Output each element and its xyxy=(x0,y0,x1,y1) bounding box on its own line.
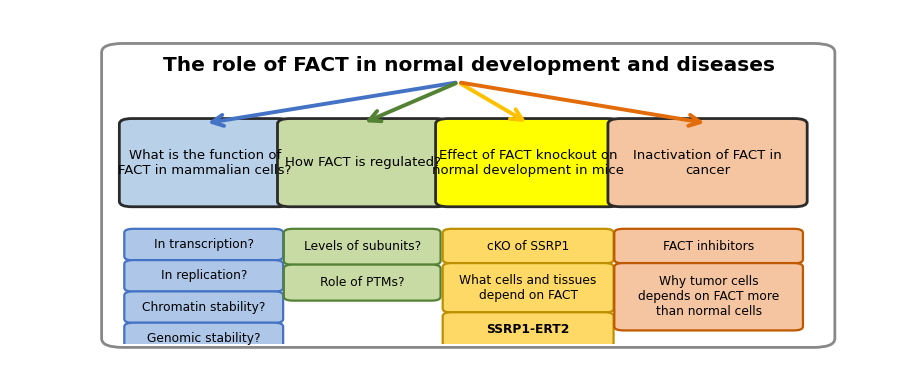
Text: Role of PTMs?: Role of PTMs? xyxy=(320,276,404,289)
Text: What cells and tissues
depend on FACT: What cells and tissues depend on FACT xyxy=(459,274,597,302)
Text: How FACT is regulated?: How FACT is regulated? xyxy=(285,156,441,169)
FancyBboxPatch shape xyxy=(124,323,283,354)
Text: Chromatin stability?: Chromatin stability? xyxy=(142,301,265,314)
Text: In transcription?: In transcription? xyxy=(154,238,253,251)
Text: cKO of SSRP1: cKO of SSRP1 xyxy=(487,240,569,253)
Text: SSRP1-ERT2: SSRP1-ERT2 xyxy=(487,323,570,336)
FancyBboxPatch shape xyxy=(277,118,448,207)
FancyBboxPatch shape xyxy=(443,229,614,264)
FancyBboxPatch shape xyxy=(436,118,620,207)
FancyBboxPatch shape xyxy=(614,229,803,264)
FancyBboxPatch shape xyxy=(443,312,614,347)
FancyBboxPatch shape xyxy=(124,229,283,260)
Text: Why tumor cells
depends on FACT more
than normal cells: Why tumor cells depends on FACT more tha… xyxy=(638,275,780,318)
FancyBboxPatch shape xyxy=(124,291,283,323)
FancyBboxPatch shape xyxy=(608,118,807,207)
Text: In replication?: In replication? xyxy=(160,269,247,283)
Text: Inactivation of FACT in
cancer: Inactivation of FACT in cancer xyxy=(633,149,782,176)
Text: FACT inhibitors: FACT inhibitors xyxy=(663,240,754,253)
FancyBboxPatch shape xyxy=(614,263,803,330)
FancyBboxPatch shape xyxy=(443,263,614,313)
Text: What is the function of
FACT in mammalian cells?: What is the function of FACT in mammalia… xyxy=(118,149,292,176)
FancyBboxPatch shape xyxy=(284,229,441,265)
FancyBboxPatch shape xyxy=(284,265,441,301)
FancyBboxPatch shape xyxy=(102,43,834,348)
Text: Levels of subunits?: Levels of subunits? xyxy=(304,240,421,253)
FancyBboxPatch shape xyxy=(124,260,283,292)
Text: Effect of FACT knockout on
normal development in mice: Effect of FACT knockout on normal develo… xyxy=(432,149,624,176)
FancyBboxPatch shape xyxy=(119,118,290,207)
Text: Genomic stability?: Genomic stability? xyxy=(147,332,261,345)
Text: The role of FACT in normal development and diseases: The role of FACT in normal development a… xyxy=(163,57,775,75)
